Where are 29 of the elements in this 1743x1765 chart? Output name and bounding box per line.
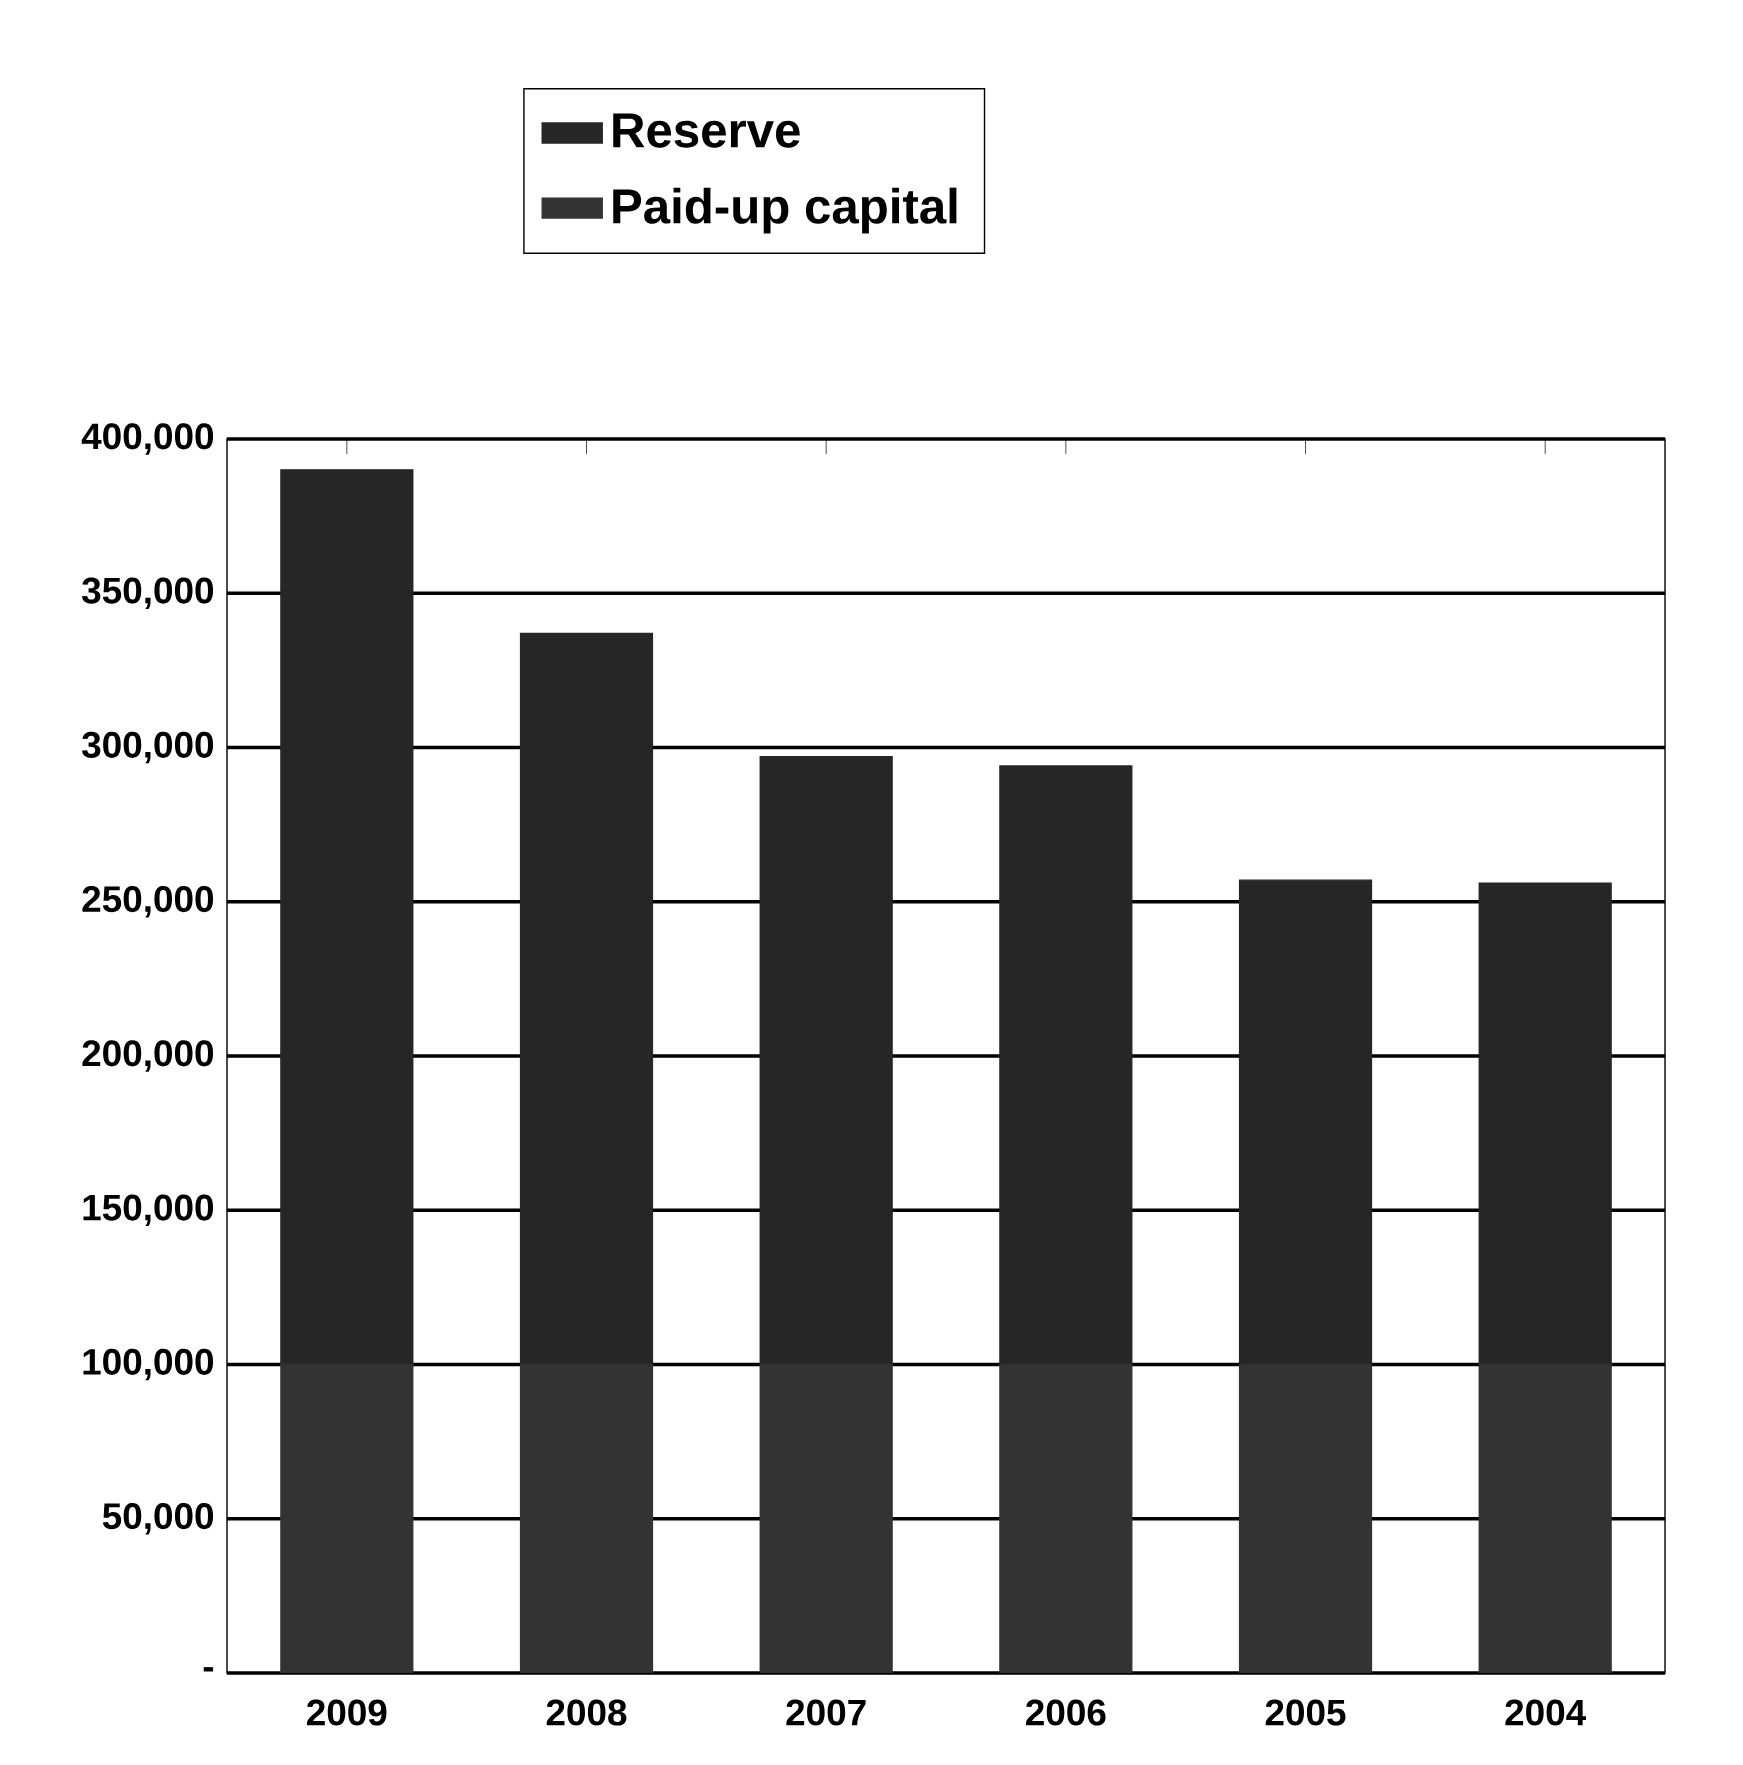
y-tick-label: 150,000 (83, 1194, 214, 1226)
x-tick-label: 2009 (307, 1699, 387, 1726)
x-tick-label: 2005 (1265, 1699, 1346, 1726)
y-tick-label: 50,000 (102, 1503, 214, 1535)
bar (280, 469, 414, 1366)
x-tick-label: 2008 (546, 1699, 627, 1726)
y-tick-label: - (203, 1667, 214, 1672)
bar (999, 765, 1133, 1366)
bar (1478, 1363, 1612, 1673)
bar (519, 1363, 654, 1673)
y-tick-label: 350,000 (82, 577, 214, 609)
y-tick-label: 300,000 (82, 731, 214, 764)
x-tick-label: 2006 (1026, 1699, 1106, 1726)
y-tick-label: 100,000 (83, 1348, 214, 1381)
bar (519, 632, 654, 1366)
y-tick-label: 200,000 (82, 1040, 214, 1072)
y-tick-label: 250,000 (82, 886, 214, 918)
bar (759, 756, 893, 1366)
bar (280, 1363, 414, 1673)
x-tick-label: 2007 (786, 1699, 866, 1726)
bar (1238, 879, 1373, 1366)
legend-label: Paid-up capital (613, 187, 957, 234)
bar (1238, 1363, 1373, 1673)
bar (759, 1363, 893, 1673)
bar (999, 1363, 1133, 1673)
x-tick-label: 2004 (1505, 1699, 1586, 1726)
y-tick-label: 400,000 (81, 423, 214, 455)
legend-label: Reserve (613, 113, 800, 148)
bar (1478, 882, 1612, 1366)
